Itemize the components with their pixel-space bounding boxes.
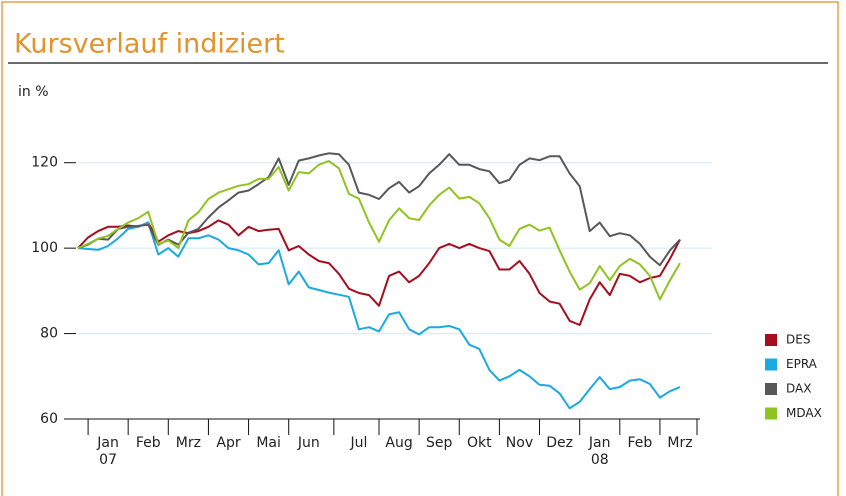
legend-swatch: [765, 383, 777, 395]
legend-label: MDAX: [786, 406, 822, 420]
x-tick-label: Aug: [385, 435, 412, 451]
x-tick-label: Jul: [349, 435, 367, 451]
x-tick-label: Mrz: [176, 435, 201, 451]
series-line: [77, 219, 681, 326]
y-tick-label: 80: [40, 326, 58, 342]
y-tick-label: 100: [31, 240, 58, 256]
x-tick-label: Dez: [546, 435, 573, 451]
legend-swatch: [765, 407, 777, 420]
legend-label: EPRA: [786, 357, 818, 371]
x-tick-label: Mai: [256, 435, 281, 451]
legend-label: DES: [786, 333, 810, 347]
series-line: [77, 152, 681, 267]
x-tick-label: Okt: [467, 435, 492, 451]
y-tick-label: 120: [31, 155, 58, 171]
x-tick-label: Apr: [216, 435, 240, 451]
series-line: [77, 221, 681, 410]
series-line: [77, 160, 681, 301]
x-tick-label: Feb: [136, 435, 161, 451]
x-tick-label: Nov: [506, 435, 533, 451]
x-tick-label: Jan 07: [96, 435, 119, 468]
x-tick-label: Sep: [426, 435, 453, 451]
legend-swatch: [765, 358, 777, 371]
x-tick-label: Mrz: [667, 435, 692, 451]
legend-swatch: [765, 334, 777, 346]
legend-label: DAX: [786, 382, 811, 396]
y-axis-label: in %: [18, 84, 49, 100]
chart-title: Kursverlauf indiziert: [14, 29, 285, 60]
x-tick-label: Feb: [627, 435, 652, 451]
x-tick-label: Jun: [297, 435, 320, 451]
x-tick-label: Jan 08: [588, 435, 611, 468]
y-tick-label: 60: [40, 411, 58, 427]
